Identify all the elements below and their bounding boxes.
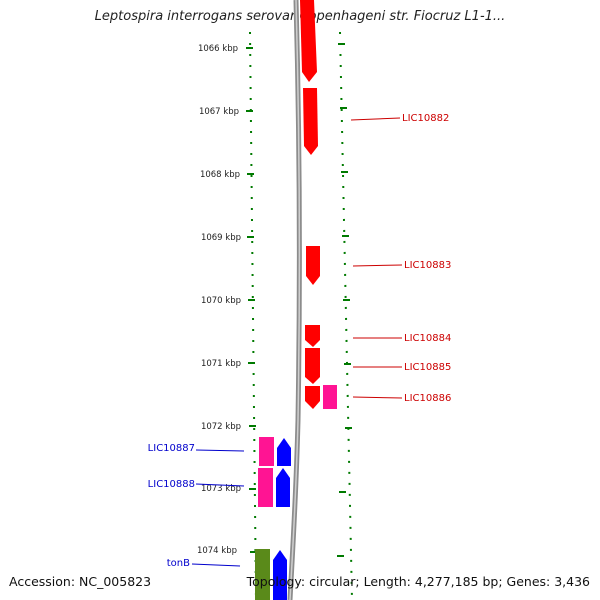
gene-box-pink [323, 385, 337, 409]
gene-label-tonB[interactable]: tonB [167, 558, 190, 569]
scale-label: 1068 kbp [200, 170, 240, 180]
genome-backbone-highlight [289, 0, 301, 600]
gene-label-LIC10882[interactable]: LIC10882 [402, 113, 449, 124]
scale-track-right [339, 31, 353, 600]
scale-label: 1066 kbp [198, 44, 238, 54]
scale-label: 1069 kbp [201, 233, 241, 243]
leader-line [352, 264, 403, 267]
gene-arrow-blue [273, 550, 287, 600]
gene-arrow-red [300, 0, 317, 82]
accession-text: Accession: NC_005823 [9, 574, 152, 589]
gene-arrow-blue [277, 438, 291, 466]
leader-lines-right [350, 117, 403, 399]
scale-label: 1074 kbp [197, 546, 237, 556]
map-title: Leptospira interrogans serovar Copenhage… [94, 9, 506, 24]
leader-line [352, 396, 403, 399]
gene-features-red [300, 0, 320, 409]
scale-label: 1070 kbp [201, 296, 241, 306]
gene-arrow-red [306, 246, 320, 285]
gene-box-olive [255, 549, 270, 600]
gene-box-pink [258, 468, 273, 507]
leader-line [350, 117, 401, 121]
gene-arrow-red [303, 88, 318, 155]
gene-label-LIC10886[interactable]: LIC10886 [404, 393, 451, 404]
gene-arrow-red [305, 325, 320, 347]
scale-label: 1067 kbp [199, 107, 239, 117]
scale-label: 1073 kbp [201, 484, 241, 494]
scale-ticks-right [337, 43, 352, 557]
gene-label-LIC10885[interactable]: LIC10885 [404, 362, 451, 373]
gene-label-LIC10884[interactable]: LIC10884 [404, 333, 451, 344]
scale-ticks-left [246, 47, 257, 553]
leader-line [195, 449, 245, 452]
leader-lines-left [191, 449, 245, 567]
leader-line [191, 563, 241, 567]
genome-summary-text: Topology: circular; Length: 4,277,185 bp… [246, 574, 590, 589]
gene-label-LIC10887[interactable]: LIC10887 [148, 443, 195, 454]
gene-label-LIC10888[interactable]: LIC10888 [148, 479, 195, 490]
gene-arrow-red [305, 386, 320, 409]
scale-label: 1071 kbp [201, 359, 241, 369]
gene-label-LIC10883[interactable]: LIC10883 [404, 260, 451, 271]
gene-box-pink [259, 437, 274, 466]
scale-track-left [249, 31, 257, 600]
leader-line [195, 483, 245, 487]
gene-arrow-red [305, 348, 320, 384]
gene-arrow-blue [276, 468, 290, 507]
scale-label: 1072 kbp [201, 422, 241, 432]
